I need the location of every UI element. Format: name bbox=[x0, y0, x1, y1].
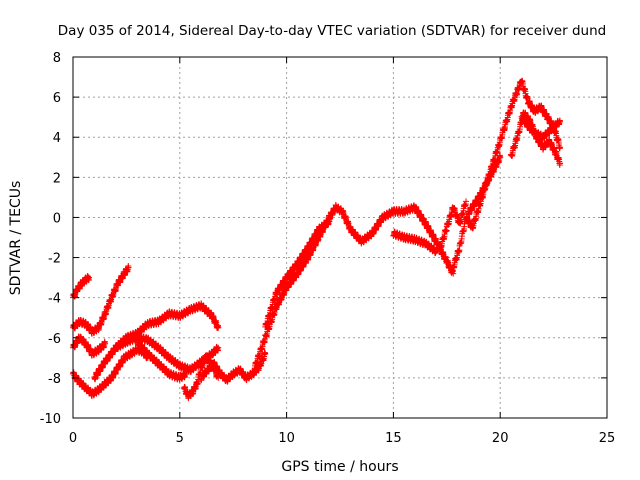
data-point-marker bbox=[326, 218, 333, 225]
data-point-marker bbox=[215, 344, 222, 351]
data-point-marker bbox=[102, 340, 109, 347]
data-series bbox=[251, 202, 457, 373]
data-point-marker bbox=[463, 198, 470, 205]
y-axis-label: SDTVAR / TECUs bbox=[8, 181, 24, 296]
data-series bbox=[518, 113, 564, 143]
data-points bbox=[70, 77, 564, 402]
x-tick-label: 20 bbox=[492, 431, 509, 446]
data-point-marker bbox=[433, 248, 440, 255]
data-series bbox=[70, 344, 151, 399]
data-point-marker bbox=[450, 270, 457, 277]
data-series bbox=[465, 152, 504, 218]
chart-title: Day 035 of 2014, Sidereal Day-to-day VTE… bbox=[58, 23, 606, 39]
x-axis-label: GPS time / hours bbox=[281, 459, 398, 475]
y-tick-label: 6 bbox=[53, 91, 61, 106]
x-tick-label: 5 bbox=[176, 431, 184, 446]
x-tick-label: 25 bbox=[599, 431, 616, 446]
data-point-marker bbox=[557, 118, 564, 125]
y-tick-label: 8 bbox=[53, 51, 61, 66]
data-point-marker bbox=[125, 264, 132, 271]
data-series bbox=[70, 263, 132, 337]
axis-ticks: 0 5 10 15 20 25 -10 -8 -6 -4 -2 0 2 4 6 8 bbox=[40, 51, 616, 446]
y-tick-label: -8 bbox=[48, 372, 61, 387]
y-tick-label: -6 bbox=[48, 332, 61, 347]
y-tick-label: -4 bbox=[48, 292, 61, 307]
data-point-marker bbox=[215, 324, 222, 331]
x-tick-label: 10 bbox=[278, 431, 295, 446]
data-point-marker bbox=[557, 144, 564, 151]
data-point-marker bbox=[86, 274, 93, 281]
data-series bbox=[501, 77, 564, 152]
y-tick-label: 2 bbox=[53, 171, 61, 186]
data-point-marker bbox=[557, 160, 564, 167]
data-series bbox=[390, 228, 440, 257]
data-series bbox=[437, 198, 470, 251]
y-tick-label: -2 bbox=[48, 252, 61, 267]
data-series bbox=[198, 349, 269, 385]
data-point-marker bbox=[183, 370, 190, 377]
data-point-marker bbox=[497, 154, 504, 161]
y-tick-label: 0 bbox=[53, 211, 61, 226]
data-series bbox=[70, 333, 109, 359]
data-series bbox=[262, 217, 333, 330]
y-tick-label: -10 bbox=[40, 412, 61, 427]
x-tick-label: 15 bbox=[385, 431, 402, 446]
data-series bbox=[134, 336, 190, 383]
x-tick-label: 0 bbox=[69, 431, 77, 446]
y-tick-label: 4 bbox=[53, 131, 61, 146]
data-point-marker bbox=[262, 350, 269, 357]
plot-frame bbox=[72, 56, 608, 419]
data-series bbox=[507, 109, 564, 168]
